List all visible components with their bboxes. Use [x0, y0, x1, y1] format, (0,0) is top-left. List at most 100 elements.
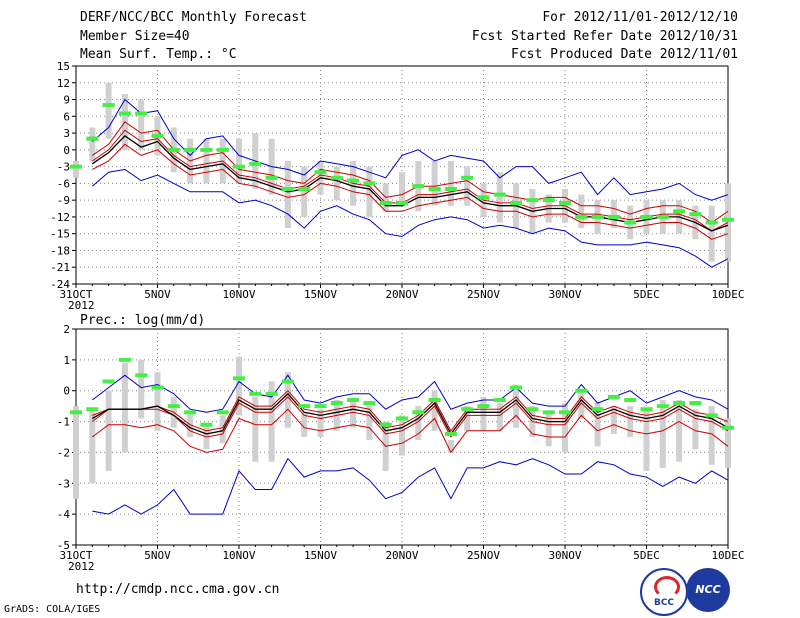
y-tick-label: 3 — [63, 127, 70, 140]
y-tick-label: -12 — [50, 211, 70, 224]
climatology-marker — [510, 385, 523, 390]
ensemble-spread-bar — [301, 412, 308, 437]
climatology-marker — [428, 186, 441, 191]
x-tick-label: 5NOV — [144, 288, 171, 301]
climatology-marker — [673, 401, 686, 406]
series-line-upper — [92, 389, 729, 432]
ensemble-spread-bar — [708, 406, 715, 465]
ensemble-spread-bar — [594, 403, 601, 447]
climatology-marker — [705, 220, 718, 225]
x-tick-label: 25NOV — [467, 288, 500, 301]
climatology-marker — [624, 397, 637, 402]
climatology-marker — [379, 422, 392, 427]
website-url[interactable]: http://cmdp.ncc.cma.gov.cn — [76, 582, 280, 597]
ensemble-spread-bar — [121, 362, 128, 453]
y-tick-label: -24 — [50, 278, 70, 291]
forecast-period: For 2012/11/01-2012/12/10 — [542, 10, 738, 25]
series-line-upper — [92, 121, 729, 224]
y-tick-label: -6 — [57, 177, 70, 190]
ensemble-spread-bar — [252, 396, 259, 462]
climatology-marker — [722, 425, 734, 430]
ensemble-spread-bar — [89, 127, 96, 162]
ensemble-spread-bar — [610, 406, 617, 434]
climatology-marker — [656, 214, 669, 219]
variable-label: Mean Surf. Temp.: °C — [80, 47, 237, 62]
climatology-marker — [281, 379, 294, 384]
climatology-marker — [493, 192, 506, 197]
ensemble-spread-bar — [138, 99, 145, 150]
ensemble-spread-bar — [513, 384, 520, 428]
climatology-marker — [135, 373, 148, 378]
series-line-median — [91, 392, 729, 436]
climatology-marker — [363, 181, 376, 186]
climatology-marker — [363, 401, 376, 406]
y-tick-label: -2 — [57, 446, 70, 459]
ensemble-spread-bar — [366, 406, 373, 441]
ensemble-spread-bar — [350, 399, 357, 428]
climatology-marker — [624, 220, 637, 225]
software-credit: GrADS: COLA/IGES — [4, 604, 101, 615]
y-tick-label: -21 — [50, 261, 70, 274]
ensemble-spread-bar — [464, 406, 471, 431]
ensemble-spread-bar — [366, 166, 373, 217]
x-year-label: 2012 — [68, 299, 95, 312]
climatology-marker — [673, 209, 686, 214]
ensemble-spread-bar — [659, 399, 666, 468]
series-line-min — [92, 457, 729, 515]
x-year-label: 2012 — [68, 560, 95, 573]
ensemble-spread-bar — [138, 359, 145, 419]
climatology-marker — [216, 147, 229, 152]
member-size-label: Member Size=40 — [80, 29, 190, 44]
series-line-max — [91, 374, 729, 413]
ensemble-spread-bar — [725, 418, 731, 468]
x-tick-label: 25NOV — [467, 549, 500, 562]
climatology-marker — [249, 391, 262, 396]
climatology-marker — [396, 200, 408, 205]
climatology-marker — [542, 198, 555, 203]
ensemble-spread-bar — [480, 396, 487, 431]
forecast-produced-date: Fcst Produced Date 2012/11/01 — [511, 47, 738, 62]
ensemble-spread-bar — [431, 161, 438, 206]
climatology-marker — [493, 397, 506, 402]
ensemble-spread-bar — [268, 381, 275, 462]
ensemble-spread-bar — [578, 390, 585, 419]
climatology-marker — [347, 397, 360, 402]
climatology-marker — [102, 103, 115, 108]
ensemble-spread-bar — [431, 390, 438, 431]
climatology-marker — [428, 397, 441, 402]
series-line-mean — [91, 396, 729, 438]
x-tick-label: 5DEC — [633, 549, 660, 562]
ensemble-spread-bar — [399, 415, 405, 456]
x-tick-label: 15NOV — [304, 549, 337, 562]
climatology-marker — [86, 407, 99, 412]
ensemble-spread-bar — [545, 412, 552, 447]
y-tick-label: -18 — [50, 244, 70, 257]
climatology-marker — [461, 175, 474, 180]
y-tick-label: 0 — [63, 144, 70, 157]
climatology-marker — [135, 111, 148, 116]
ensemble-spread-bar — [496, 403, 503, 431]
ensemble-spread-bar — [105, 390, 112, 471]
series-line-min — [91, 168, 729, 268]
ncc-logo-text: NCC — [695, 583, 721, 596]
panel-title: Prec.: log(mm/d) — [80, 313, 205, 328]
x-tick-label: 5NOV — [144, 549, 171, 562]
climatology-marker — [281, 186, 294, 191]
ensemble-spread-bar — [578, 194, 585, 229]
climatology-marker — [526, 198, 539, 203]
ensemble-spread-bar — [643, 409, 650, 471]
climatology-marker — [314, 404, 327, 409]
ensemble-spread-bar — [284, 161, 291, 229]
climatology-marker — [444, 431, 457, 436]
x-tick-label: 10DEC — [711, 549, 744, 562]
x-tick-label: 15NOV — [304, 288, 337, 301]
climatology-marker — [412, 410, 425, 415]
climatology-marker — [379, 200, 392, 205]
series-line-mean — [92, 129, 729, 232]
climatology-marker — [689, 212, 702, 217]
x-tick-label: 10DEC — [711, 288, 744, 301]
ensemble-spread-bar — [708, 205, 715, 262]
series-line-median — [91, 135, 729, 232]
climatology-marker — [591, 214, 604, 219]
bcc-logo-text: BCC — [653, 598, 675, 608]
